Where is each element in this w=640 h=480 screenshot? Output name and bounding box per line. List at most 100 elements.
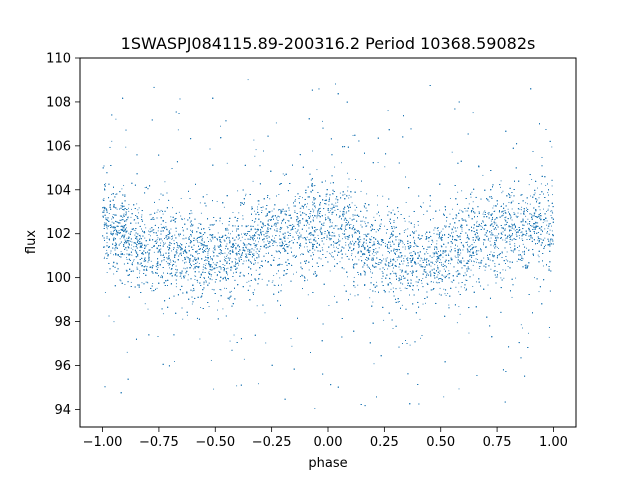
data-point bbox=[517, 215, 519, 217]
data-point bbox=[364, 223, 366, 225]
data-point bbox=[483, 211, 485, 213]
data-point bbox=[176, 246, 178, 248]
data-point bbox=[265, 342, 267, 344]
data-point bbox=[503, 277, 505, 279]
data-point bbox=[390, 288, 392, 290]
data-point bbox=[290, 217, 292, 218]
data-point bbox=[314, 207, 316, 209]
data-point bbox=[429, 270, 431, 272]
data-point bbox=[362, 220, 364, 222]
data-point bbox=[116, 208, 118, 210]
data-point bbox=[377, 229, 379, 231]
data-point bbox=[349, 246, 351, 248]
data-point bbox=[403, 277, 405, 279]
data-point bbox=[408, 215, 410, 217]
data-point bbox=[163, 242, 164, 244]
data-point bbox=[389, 265, 391, 267]
data-point bbox=[162, 213, 164, 215]
data-point bbox=[133, 259, 135, 261]
data-point bbox=[235, 264, 237, 266]
data-point bbox=[172, 235, 174, 237]
data-point bbox=[521, 206, 523, 208]
data-point bbox=[224, 287, 226, 289]
data-point bbox=[402, 246, 404, 248]
data-point bbox=[213, 255, 215, 257]
data-point bbox=[246, 255, 247, 257]
data-point bbox=[411, 289, 413, 290]
data-point bbox=[102, 199, 104, 201]
data-point bbox=[169, 267, 170, 269]
data-point bbox=[141, 282, 143, 284]
data-point bbox=[279, 277, 281, 279]
data-point bbox=[352, 240, 353, 242]
data-point bbox=[455, 257, 457, 258]
data-point bbox=[189, 236, 191, 238]
data-point bbox=[472, 286, 474, 287]
data-point bbox=[365, 233, 367, 235]
data-point bbox=[264, 244, 266, 246]
data-point bbox=[349, 242, 351, 244]
data-point bbox=[293, 205, 295, 207]
data-point bbox=[247, 253, 249, 255]
data-point bbox=[551, 185, 553, 187]
data-point bbox=[182, 318, 184, 320]
data-point bbox=[502, 231, 504, 233]
data-point bbox=[103, 197, 105, 199]
data-point bbox=[404, 220, 406, 222]
data-point bbox=[122, 214, 124, 216]
data-point bbox=[450, 257, 452, 259]
data-point bbox=[457, 262, 459, 264]
data-point bbox=[257, 262, 259, 264]
data-point bbox=[422, 202, 424, 204]
data-point bbox=[509, 237, 510, 238]
data-point bbox=[249, 243, 251, 245]
data-point bbox=[502, 190, 504, 192]
data-point bbox=[344, 193, 346, 195]
data-point bbox=[540, 218, 542, 220]
data-point bbox=[461, 219, 463, 221]
data-point bbox=[310, 234, 312, 236]
data-point bbox=[309, 216, 311, 218]
data-point bbox=[461, 190, 463, 192]
data-point bbox=[516, 260, 518, 262]
data-point bbox=[121, 225, 123, 227]
data-point bbox=[310, 190, 312, 192]
data-point bbox=[360, 224, 362, 226]
data-point bbox=[363, 262, 365, 264]
data-point bbox=[189, 221, 191, 223]
data-point bbox=[122, 234, 124, 236]
data-point bbox=[254, 289, 256, 291]
data-point bbox=[552, 194, 554, 196]
data-point bbox=[316, 169, 318, 171]
data-point bbox=[373, 258, 374, 260]
data-point bbox=[287, 220, 289, 221]
data-point bbox=[382, 254, 384, 256]
data-point bbox=[552, 238, 554, 240]
data-point bbox=[163, 253, 164, 255]
data-point bbox=[137, 209, 139, 211]
data-point bbox=[401, 304, 403, 306]
data-point bbox=[304, 204, 306, 206]
data-point bbox=[150, 260, 152, 262]
data-point bbox=[248, 260, 250, 262]
data-point bbox=[458, 306, 460, 308]
data-point bbox=[273, 257, 275, 259]
data-point bbox=[436, 259, 437, 261]
data-point bbox=[450, 246, 452, 248]
data-point bbox=[460, 261, 461, 263]
data-point bbox=[254, 155, 256, 157]
data-point bbox=[310, 238, 312, 240]
data-point bbox=[284, 174, 286, 176]
data-point bbox=[127, 207, 129, 209]
data-point bbox=[296, 230, 298, 232]
data-point bbox=[350, 224, 352, 225]
data-point bbox=[546, 220, 548, 222]
data-point bbox=[256, 252, 258, 254]
data-point bbox=[299, 235, 301, 237]
data-point bbox=[223, 239, 225, 241]
data-point bbox=[368, 233, 370, 235]
data-point bbox=[214, 263, 216, 265]
data-point bbox=[264, 236, 266, 238]
data-point bbox=[515, 277, 517, 279]
data-point bbox=[404, 244, 405, 246]
